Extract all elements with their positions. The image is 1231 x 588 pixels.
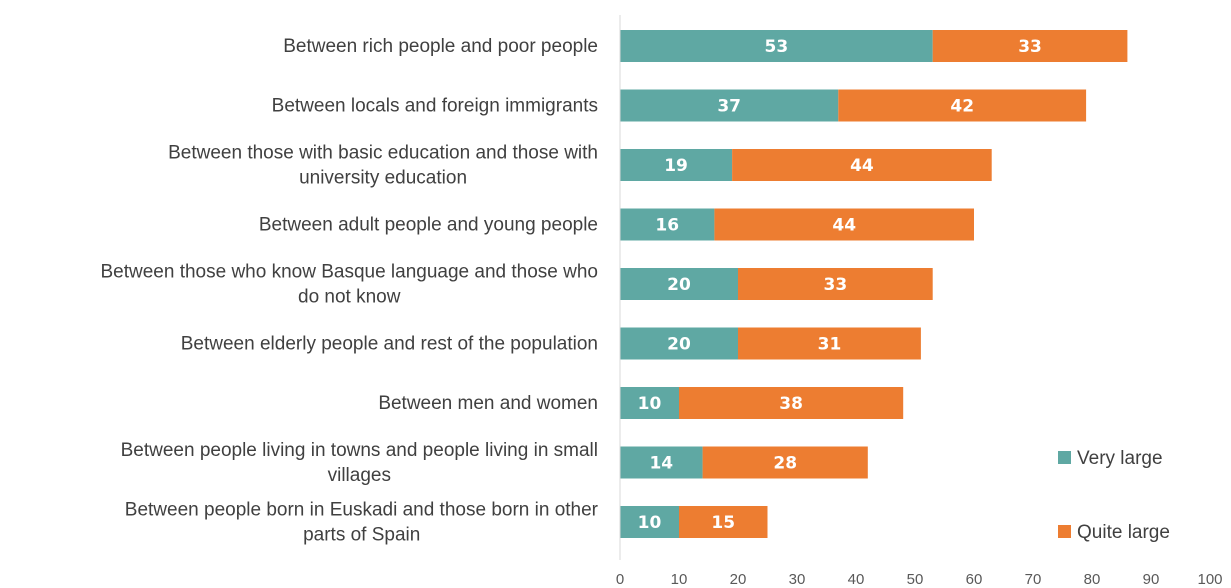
x-tick-label-80: 80 [1084,571,1101,588]
x-tick-label-100: 100 [1197,571,1222,588]
category-label-5-line-0: Between elderly people and rest of the p… [181,334,598,355]
bar-quite-large-3 [714,208,974,241]
data-label-very-large-5: 20 [667,335,691,355]
legend-swatch-quite-large [1058,525,1071,538]
category-label-2-line-0: Between those with basic education and t… [168,143,598,164]
bar-quite-large-1 [838,89,1087,122]
data-label-very-large-6: 10 [638,394,662,414]
data-label-quite-large-8: 15 [711,513,735,533]
category-label-4-line-1: do not know [298,287,401,308]
bar-very-large-8 [620,506,679,538]
category-label-2-line-1: university education [299,168,467,189]
data-label-very-large-1: 37 [717,97,741,117]
x-tick-label-40: 40 [848,571,865,588]
bar-quite-large-5 [738,327,921,360]
legend-label-quite-large: Quite large [1077,522,1170,543]
bar-very-large-6 [620,387,679,419]
category-label-8-line-0: Between people born in Euskadi and those… [125,500,599,521]
x-tick-label-70: 70 [1025,571,1042,588]
category-label-3-line-0: Between adult people and young people [259,215,598,236]
data-label-quite-large-3: 44 [832,216,856,236]
bar-very-large-1 [620,89,839,122]
bar-quite-large-2 [732,149,992,181]
bar-very-large-7 [620,446,703,479]
data-label-very-large-2: 19 [664,156,688,176]
legend-label-very-large: Very large [1077,448,1163,469]
bar-quite-large-0 [932,30,1128,62]
data-label-quite-large-7: 28 [773,454,797,474]
data-label-quite-large-4: 33 [824,275,848,295]
bar-quite-large-7 [702,446,868,479]
x-tick-label-90: 90 [1143,571,1160,588]
bar-very-large-2 [620,149,733,181]
category-label-0-line-0: Between rich people and poor people [283,36,598,57]
category-label-8-line-1: parts of Spain [303,525,420,546]
category-label-7-line-0: Between people living in towns and peopl… [121,440,598,461]
bar-very-large-4 [620,268,738,300]
data-label-very-large-8: 10 [638,513,662,533]
legend-swatch-very-large [1058,451,1071,464]
bar-very-large-5 [620,327,738,360]
legend: Very large Quite large [1058,448,1170,543]
data-label-very-large-0: 53 [765,37,789,57]
data-label-quite-large-0: 33 [1018,37,1042,57]
category-label-1-line-0: Between locals and foreign immigrants [272,96,598,117]
data-label-quite-large-6: 38 [779,394,803,414]
bars-group: 53 33 37 42 19 44 16 44 20 33 20 31 10 38 14 28 10 15 [620,30,1128,538]
category-label-4-line-0: Between those who know Basque language a… [100,262,598,283]
x-tick-label-30: 30 [789,571,806,588]
bar-quite-large-4 [738,268,933,300]
x-tick-label-0: 0 [616,571,624,588]
data-label-quite-large-1: 42 [950,97,974,117]
x-tick-label-50: 50 [907,571,924,588]
bar-very-large-3 [620,208,715,241]
x-tick-label-10: 10 [671,571,688,588]
x-axis-ticks: 0 10 20 30 40 50 60 70 80 90 100 [616,571,1223,588]
bar-very-large-0 [620,30,933,62]
bar-quite-large-8 [679,506,768,538]
data-label-very-large-7: 14 [649,454,673,474]
bar-quite-large-6 [679,387,904,419]
category-label-6-line-0: Between men and women [378,393,598,414]
data-label-very-large-4: 20 [667,275,691,295]
data-label-quite-large-2: 44 [850,156,874,176]
x-tick-label-60: 60 [966,571,983,588]
x-tick-label-20: 20 [730,571,747,588]
category-labels: Between rich people and poor people Betwe… [100,36,598,546]
category-label-7-line-1: villages [328,465,391,486]
data-label-very-large-3: 16 [655,216,679,236]
data-label-quite-large-5: 31 [818,335,842,355]
